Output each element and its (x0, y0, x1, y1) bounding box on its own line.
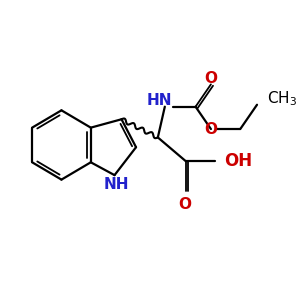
Text: OH: OH (224, 152, 252, 170)
Text: O: O (204, 122, 218, 136)
Text: O: O (178, 197, 191, 212)
Text: O: O (204, 71, 218, 86)
Text: HN: HN (147, 93, 172, 108)
Text: CH$_3$: CH$_3$ (267, 89, 297, 108)
Text: NH: NH (103, 177, 129, 192)
